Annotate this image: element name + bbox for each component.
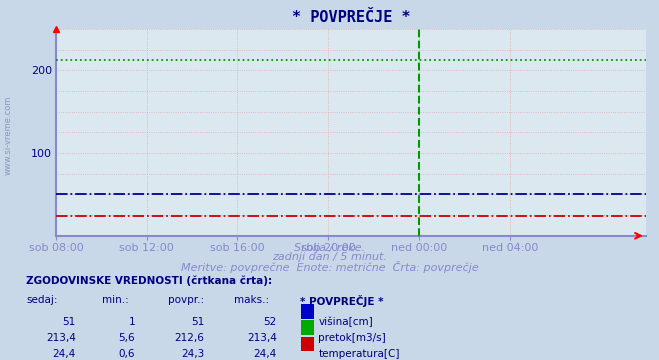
Text: višina[cm]: višina[cm] [318, 317, 373, 327]
Text: sedaj:: sedaj: [26, 295, 58, 305]
Title: * POVPREČJE *: * POVPREČJE * [291, 10, 411, 25]
Text: 0,6: 0,6 [119, 349, 135, 359]
Text: pretok[m3/s]: pretok[m3/s] [318, 333, 386, 343]
Text: Meritve: povprečne  Enote: metrične  Črta: povprečje: Meritve: povprečne Enote: metrične Črta:… [181, 261, 478, 273]
Text: ZGODOVINSKE VREDNOSTI (črtkana črta):: ZGODOVINSKE VREDNOSTI (črtkana črta): [26, 275, 272, 286]
Text: 24,4: 24,4 [53, 349, 76, 359]
Text: * POVPREČJE *: * POVPREČJE * [300, 295, 384, 307]
Text: 24,3: 24,3 [181, 349, 204, 359]
Text: 213,4: 213,4 [46, 333, 76, 343]
Text: 213,4: 213,4 [247, 333, 277, 343]
Text: 212,6: 212,6 [175, 333, 204, 343]
Text: zadnji dan / 5 minut.: zadnji dan / 5 minut. [272, 252, 387, 262]
Text: www.si-vreme.com: www.si-vreme.com [3, 95, 13, 175]
Text: 24,4: 24,4 [254, 349, 277, 359]
Text: 5,6: 5,6 [119, 333, 135, 343]
Text: povpr.:: povpr.: [168, 295, 204, 305]
Text: min.:: min.: [102, 295, 129, 305]
Text: 52: 52 [264, 317, 277, 327]
Text: 51: 51 [63, 317, 76, 327]
Text: 51: 51 [191, 317, 204, 327]
Text: maks.:: maks.: [234, 295, 269, 305]
Text: Srbija / reke.: Srbija / reke. [294, 243, 365, 253]
Text: temperatura[C]: temperatura[C] [318, 349, 400, 359]
Text: 1: 1 [129, 317, 135, 327]
